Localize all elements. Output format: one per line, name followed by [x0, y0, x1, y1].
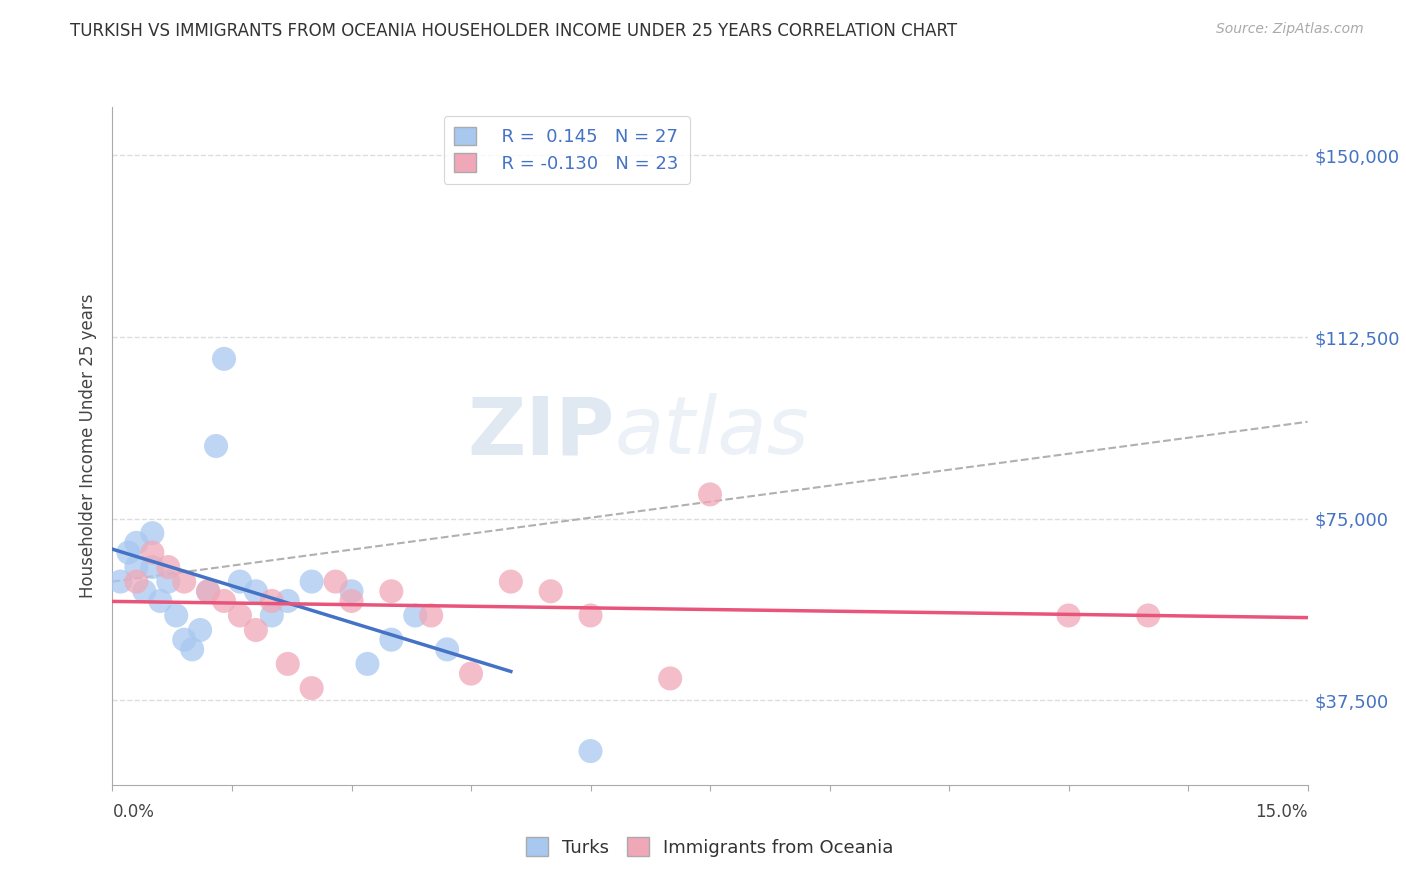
Point [229, 608, 252, 623]
Point [173, 574, 195, 589]
Point [134, 584, 156, 599]
Point [301, 574, 323, 589]
Text: ZIP: ZIP [467, 393, 614, 472]
Point [125, 574, 148, 589]
Point [173, 632, 195, 647]
Point [125, 560, 148, 574]
Point [141, 545, 163, 559]
Point [579, 608, 602, 623]
Point [499, 574, 522, 589]
Text: 0.0%: 0.0% [112, 803, 155, 821]
Point [325, 574, 347, 589]
Point [149, 594, 172, 608]
Point [141, 526, 163, 541]
Point [110, 574, 132, 589]
Point [181, 642, 204, 657]
Point [141, 560, 163, 574]
Text: TURKISH VS IMMIGRANTS FROM OCEANIA HOUSEHOLDER INCOME UNDER 25 YEARS CORRELATION: TURKISH VS IMMIGRANTS FROM OCEANIA HOUSE… [70, 22, 957, 40]
Point [340, 594, 363, 608]
Point [229, 574, 252, 589]
Text: atlas: atlas [614, 393, 810, 472]
Point [197, 584, 219, 599]
Point [260, 594, 283, 608]
Point [699, 487, 721, 501]
Point [420, 608, 443, 623]
Point [356, 657, 378, 671]
Point [197, 584, 219, 599]
Point [245, 584, 267, 599]
Point [212, 594, 235, 608]
Point [380, 632, 402, 647]
Point [301, 681, 323, 695]
Point [205, 439, 228, 453]
Point [1137, 608, 1160, 623]
Text: Source: ZipAtlas.com: Source: ZipAtlas.com [1216, 22, 1364, 37]
Point [260, 608, 283, 623]
Point [157, 560, 180, 574]
Point [188, 623, 211, 637]
Legend: Turks, Immigrants from Oceania: Turks, Immigrants from Oceania [519, 830, 901, 864]
Point [245, 623, 267, 637]
Point [1057, 608, 1080, 623]
Point [157, 574, 180, 589]
Point [125, 536, 148, 550]
Y-axis label: Householder Income Under 25 years: Householder Income Under 25 years [79, 293, 97, 599]
Point [212, 351, 235, 366]
Text: 15.0%: 15.0% [1256, 803, 1308, 821]
Point [460, 666, 482, 681]
Point [540, 584, 562, 599]
Point [436, 642, 458, 657]
Point [404, 608, 426, 623]
Point [579, 744, 602, 758]
Point [277, 657, 299, 671]
Point [277, 594, 299, 608]
Point [165, 608, 187, 623]
Point [340, 584, 363, 599]
Point [380, 584, 402, 599]
Point [659, 672, 682, 686]
Point [117, 545, 139, 559]
